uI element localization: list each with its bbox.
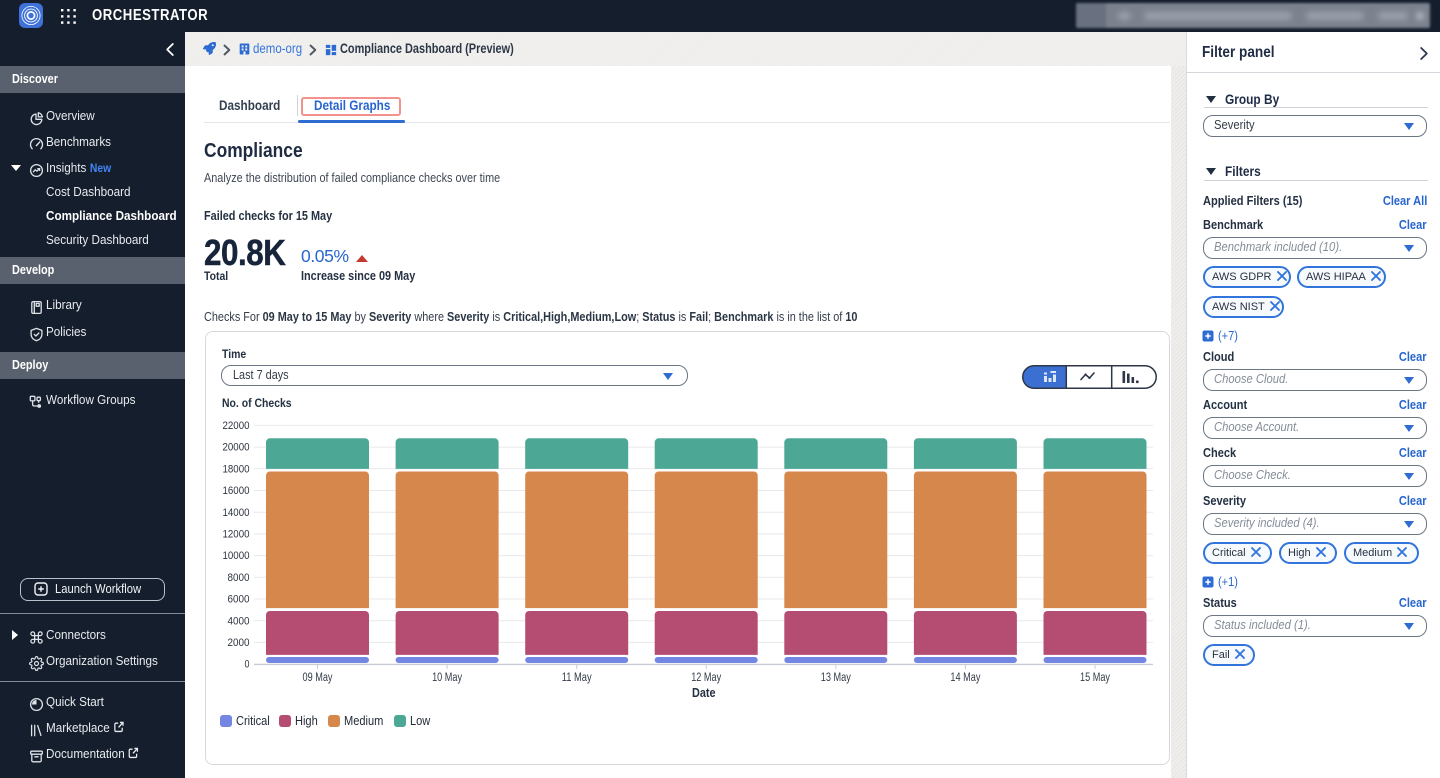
svg-text:4000: 4000: [228, 615, 250, 627]
svg-text:18000: 18000: [223, 463, 250, 475]
svg-text:15 May: 15 May: [1080, 672, 1110, 684]
svg-text:6000: 6000: [228, 594, 250, 606]
svg-text:11 May: 11 May: [562, 672, 592, 684]
svg-text:10000: 10000: [223, 550, 250, 562]
svg-text:12 May: 12 May: [691, 672, 721, 684]
svg-text:0: 0: [245, 659, 250, 671]
svg-text:16000: 16000: [223, 485, 250, 497]
svg-text:14 May: 14 May: [950, 672, 980, 684]
svg-text:8000: 8000: [228, 572, 250, 584]
svg-text:14000: 14000: [223, 507, 250, 519]
svg-text:2000: 2000: [228, 637, 250, 649]
svg-text:22000: 22000: [223, 420, 250, 432]
svg-text:10 May: 10 May: [432, 672, 462, 684]
svg-text:12000: 12000: [223, 529, 250, 541]
svg-text:20000: 20000: [223, 442, 250, 454]
svg-text:09 May: 09 May: [303, 672, 333, 684]
svg-text:13 May: 13 May: [821, 672, 851, 684]
